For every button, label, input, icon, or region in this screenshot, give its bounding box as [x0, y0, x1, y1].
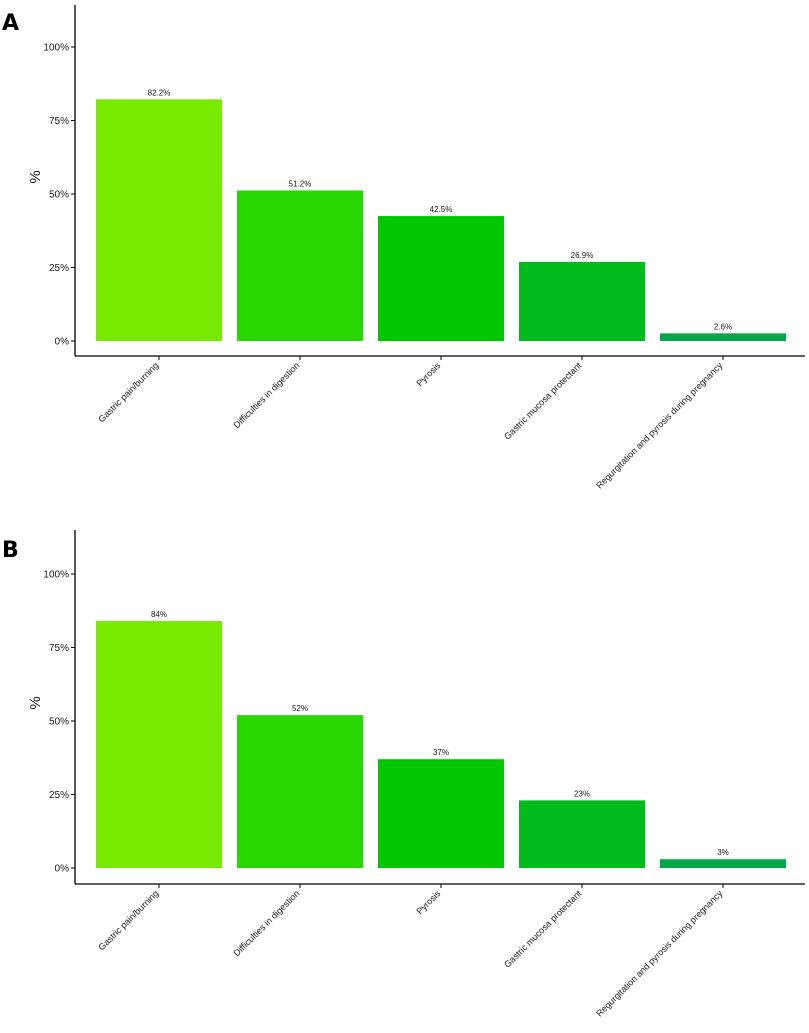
bar — [96, 621, 222, 868]
data-label: 26.9% — [571, 251, 594, 260]
bar — [237, 715, 363, 868]
panel-label: B — [2, 538, 19, 563]
data-label: 82.2% — [148, 88, 171, 97]
y-tick-label: 100% — [43, 43, 69, 54]
x-tick-label: Regurgitation and pyrosis during pregnan… — [594, 360, 725, 491]
bar — [660, 859, 786, 868]
y-tick-label: 25% — [49, 790, 69, 801]
x-tick-label: Gastric pain/burning — [96, 360, 160, 424]
x-tick-label: Difficulties in digestion — [231, 360, 301, 430]
data-label: 42.5% — [430, 205, 453, 214]
bar — [519, 800, 645, 868]
y-tick-label: 75% — [49, 116, 69, 127]
data-label: 84% — [151, 610, 167, 619]
panel-label: A — [2, 11, 19, 36]
chart-panel-b: B 0% 25% 50% 75% 100%% 84% Gastric pain/burning… — [2, 530, 805, 1019]
x-tick-label: Pyrosis — [414, 360, 442, 388]
x-tick-label: Difficulties in digestion — [231, 888, 301, 958]
y-tick-label: 50% — [49, 717, 69, 728]
y-tick-label: 100% — [43, 570, 69, 581]
x-tick-label: Gastric mucosa protectant — [502, 888, 584, 970]
y-tick-label: 0% — [55, 337, 70, 348]
bar — [96, 99, 222, 341]
y-tick-label: 75% — [49, 643, 69, 654]
x-tick-label: Gastric pain/burning — [96, 888, 160, 952]
data-label: 23% — [574, 789, 590, 798]
bar — [378, 216, 504, 341]
y-tick-label: 0% — [55, 864, 70, 875]
x-tick-label: Regurgitation and pyrosis during pregnan… — [594, 888, 725, 1019]
bar — [660, 333, 786, 341]
data-label: 2.6% — [714, 322, 732, 331]
y-axis-label: % — [27, 696, 44, 709]
bar — [378, 759, 504, 868]
bar — [519, 261, 645, 341]
chart-panel-a: A 0% 25% 50% 75% 100%% 82.2% Gastric pain/burni… — [2, 5, 805, 491]
y-tick-label: 25% — [49, 263, 69, 274]
x-tick-label: Pyrosis — [414, 888, 442, 916]
bar — [237, 190, 363, 341]
data-label: 52% — [292, 704, 308, 713]
data-label: 3% — [717, 848, 729, 857]
data-label: 51.2% — [289, 179, 312, 188]
y-tick-label: 50% — [49, 190, 69, 201]
data-label: 37% — [433, 748, 449, 757]
x-tick-label: Gastric mucosa protectant — [502, 360, 584, 442]
y-axis-label: % — [27, 170, 44, 183]
